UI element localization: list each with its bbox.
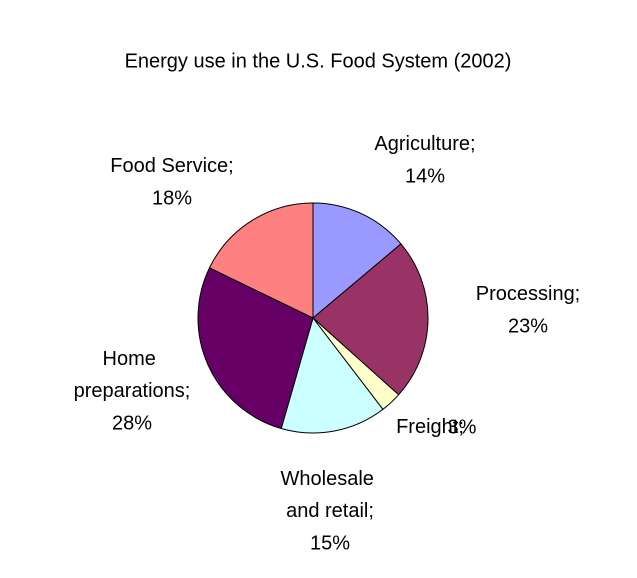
value-label: 18%: [152, 187, 192, 209]
value-label: 23%: [508, 315, 548, 337]
label-line: Freight;: [396, 416, 464, 438]
value-label: 14%: [405, 165, 445, 187]
pie-slice: [312, 202, 402, 320]
label-line: Processing;: [476, 283, 581, 305]
slice-label: Home preparations;: [74, 348, 191, 402]
label-line: Food Service;: [110, 155, 233, 177]
label-line: preparations;: [74, 380, 191, 402]
label-line: Agriculture;: [374, 133, 475, 155]
pie-slice: [312, 243, 429, 396]
chart-title: Energy use in the U.S. Food System (2002…: [125, 50, 512, 72]
value-label: 15%: [310, 532, 350, 554]
label-line: Wholesale: [281, 468, 380, 490]
pie-slice: [197, 267, 314, 430]
value-label: 3%: [448, 416, 477, 438]
pie-slice: [208, 202, 314, 319]
label-line: Home: [103, 348, 162, 370]
slice-label: Wholesale and retail;: [281, 468, 380, 522]
value-label: 28%: [112, 412, 152, 434]
pie-slice: [280, 316, 384, 434]
slice-label: Freight;: [396, 416, 464, 438]
slice-label: Agriculture;: [374, 133, 475, 155]
slice-label: Processing;: [476, 283, 581, 305]
slice-label: Food Service;: [110, 155, 233, 177]
label-line: and retail;: [286, 500, 374, 522]
